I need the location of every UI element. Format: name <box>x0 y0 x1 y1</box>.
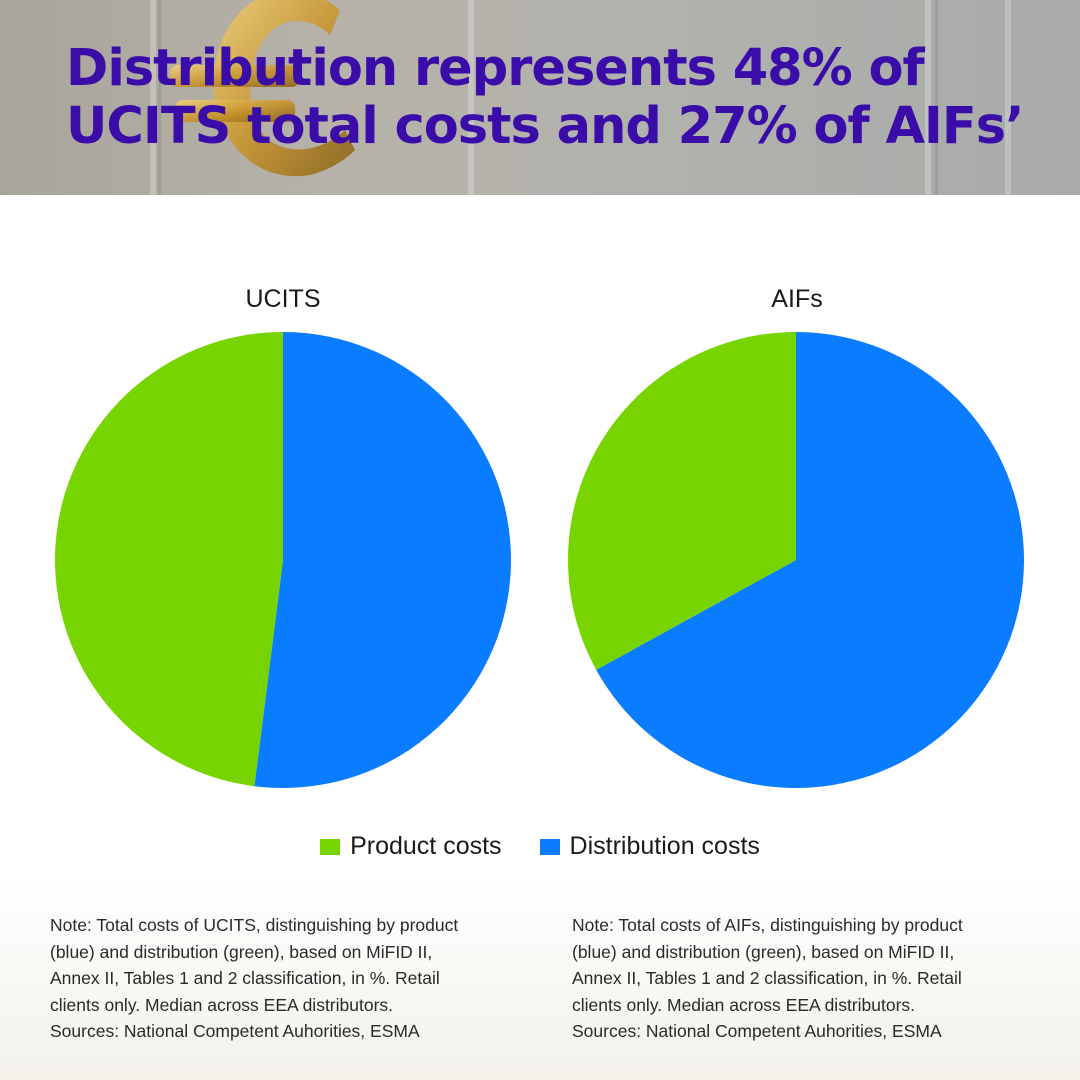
ucits-pie-chart <box>54 332 511 788</box>
wall-panel-line <box>935 0 938 195</box>
title-line-1: Distribution represents 48% of <box>66 39 925 98</box>
wall-panel-line <box>925 0 931 195</box>
product-swatch <box>320 838 341 855</box>
euro-icon <box>170 0 355 177</box>
page-title: Distribution represents 48% of UCITS tot… <box>66 39 1024 156</box>
aifs-chart-title: AIFs <box>771 285 823 313</box>
ucits-chart-title: UCITS <box>245 285 321 313</box>
chart-legend: Product costs Distribution costs <box>0 832 1080 861</box>
wall-panel-line <box>468 0 474 195</box>
title-line-2: UCITS total costs and 27% of AIFs’ <box>66 97 1024 156</box>
legend-label-product: Product costs <box>350 832 502 860</box>
distribution-swatch <box>539 838 560 855</box>
wall-panel-line <box>158 0 161 195</box>
aifs-slice-product <box>568 332 796 670</box>
ucits-slice-product <box>54 332 283 787</box>
footer-area <box>0 880 1080 1080</box>
wall-panel-line <box>150 0 156 195</box>
header-banner: Distribution represents 48% of UCITS tot… <box>0 0 1080 195</box>
aifs-slice-distribution <box>596 332 1024 788</box>
note-ucits: Note: Total costs of UCITS, distinguishi… <box>50 915 459 1041</box>
legend-item-distribution: Distribution costs <box>539 832 760 861</box>
wall-panel-line <box>1005 0 1011 195</box>
ucits-slice-distribution <box>254 332 511 788</box>
note-aifs: Note: Total costs of AIFs, distinguishin… <box>572 915 963 1041</box>
legend-label-distribution: Distribution costs <box>569 832 760 860</box>
aifs-pie-chart <box>568 332 1024 788</box>
legend-item-product: Product costs <box>320 832 502 861</box>
